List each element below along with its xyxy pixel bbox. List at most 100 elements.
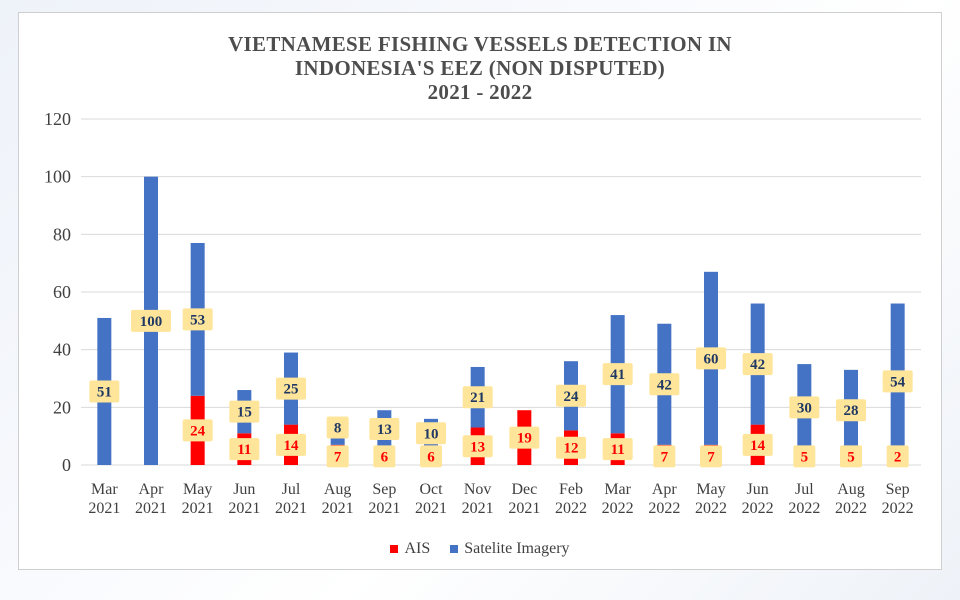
data-label-ais-bg xyxy=(229,438,260,461)
data-label-ais: 6 xyxy=(381,449,389,465)
x-tick-label-year: 2022 xyxy=(602,500,634,517)
chart-title-line-3: 2021 - 2022 xyxy=(427,80,533,104)
data-label-ais: 5 xyxy=(801,449,809,465)
data-label-satellite-bg xyxy=(836,399,866,422)
y-tick-label: 120 xyxy=(44,109,71,129)
data-label-ais-bg xyxy=(182,419,213,442)
x-tick-label-year: 2021 xyxy=(415,500,447,517)
x-tick-label-month: Sep xyxy=(886,481,910,498)
data-label-ais: 7 xyxy=(334,449,342,465)
y-tick-label: 20 xyxy=(53,397,71,417)
data-label-satellite: 30 xyxy=(797,400,812,416)
x-tick-label-month: Mar xyxy=(604,481,631,498)
data-label-satellite: 100 xyxy=(140,314,163,330)
x-tick-label-month: Sep xyxy=(372,481,396,498)
y-tick-label: 80 xyxy=(53,224,71,244)
data-label-satellite: 51 xyxy=(97,384,112,400)
data-label-satellite: 53 xyxy=(190,312,205,328)
data-label-satellite-bg xyxy=(369,417,400,440)
data-label-ais-bg xyxy=(602,438,633,461)
data-label-satellite: 60 xyxy=(704,351,719,367)
data-label-satellite: 28 xyxy=(844,403,859,419)
data-label-satellite-bg xyxy=(882,370,913,393)
chart-legend: AIS Satelite Imagery xyxy=(19,540,941,558)
data-label-ais-bg xyxy=(373,445,396,468)
legend-label-ais: AIS xyxy=(404,540,431,557)
data-label-ais-bg xyxy=(653,445,676,468)
data-label-ais-bg xyxy=(276,433,306,456)
data-label-satellite-bg xyxy=(416,422,446,445)
x-tick-label-year: 2022 xyxy=(555,500,587,517)
data-label-ais-bg xyxy=(793,445,816,468)
data-label-ais: 7 xyxy=(661,449,669,465)
x-tick-label-year: 2021 xyxy=(368,500,400,517)
data-label-satellite: 54 xyxy=(890,374,906,390)
data-label-ais-bg xyxy=(326,445,349,468)
data-label-satellite-bg xyxy=(742,353,773,376)
x-tick-label-year: 2022 xyxy=(648,500,680,517)
data-label-satellite-bg xyxy=(131,309,171,332)
legend-item-ais: AIS xyxy=(390,540,430,558)
x-tick-label-month: Dec xyxy=(511,481,537,498)
chart-frame: VIETNAMESE FISHING VESSELS DETECTION IN … xyxy=(18,12,942,570)
x-tick-label-month: Jul xyxy=(795,481,814,498)
x-tick-label-year: 2022 xyxy=(835,500,867,517)
data-label-ais-bg xyxy=(742,433,773,456)
data-label-ais: 11 xyxy=(237,442,251,458)
data-label-ais: 19 xyxy=(517,431,532,447)
data-label-ais: 13 xyxy=(470,439,485,455)
chart-title-line-2: INDONESIA'S EEZ (NON DISPUTED) xyxy=(294,56,666,80)
data-label-satellite: 13 xyxy=(377,422,392,438)
data-label-satellite-bg xyxy=(182,308,213,331)
x-tick-label-year: 2021 xyxy=(275,500,307,517)
data-label-satellite-bg xyxy=(649,373,680,396)
data-label-ais: 6 xyxy=(427,449,435,465)
x-tick-label-year: 2021 xyxy=(135,500,167,517)
data-label-ais: 14 xyxy=(750,438,766,454)
y-tick-label: 0 xyxy=(62,455,71,475)
x-tick-label-year: 2021 xyxy=(462,500,494,517)
chart-plot: 0204060801001205110024531115142578613610… xyxy=(44,109,921,517)
x-tick-label-year: 2021 xyxy=(508,500,540,517)
data-label-ais: 7 xyxy=(707,449,715,465)
x-tick-label-month: Apr xyxy=(139,481,165,498)
legend-swatch-ais xyxy=(390,545,399,553)
data-label-ais: 2 xyxy=(894,449,902,465)
x-tick-label-month: Mar xyxy=(91,481,118,498)
data-label-satellite: 41 xyxy=(610,367,625,383)
data-label-satellite: 10 xyxy=(424,426,439,442)
data-label-satellite-bg xyxy=(696,347,726,370)
x-tick-label-month: Nov xyxy=(464,481,492,498)
data-label-ais-bg xyxy=(462,435,493,458)
data-label-ais-bg xyxy=(509,426,540,449)
data-label-satellite-bg xyxy=(462,386,493,409)
x-tick-label-month: May xyxy=(696,481,725,498)
x-tick-label-month: Oct xyxy=(419,481,443,498)
data-label-satellite: 42 xyxy=(750,357,765,373)
data-label-ais: 5 xyxy=(847,449,855,465)
x-tick-label-year: 2022 xyxy=(742,500,774,517)
legend-label-satellite: Satelite Imagery xyxy=(464,540,570,557)
x-tick-label-month: Jul xyxy=(282,481,301,498)
data-label-satellite: 8 xyxy=(334,421,342,437)
data-label-ais-bg xyxy=(886,445,909,468)
data-label-ais-bg xyxy=(556,436,586,459)
x-tick-label-year: 2022 xyxy=(788,500,820,517)
x-tick-label-month: Aug xyxy=(324,481,352,498)
data-label-ais: 14 xyxy=(284,438,300,454)
x-tick-label-year: 2021 xyxy=(182,500,214,517)
data-label-satellite-bg xyxy=(556,384,586,407)
data-label-satellite: 42 xyxy=(657,377,672,393)
x-tick-label-year: 2021 xyxy=(322,500,354,517)
x-tick-label-month: Feb xyxy=(559,481,583,498)
x-tick-label-year: 2022 xyxy=(695,500,727,517)
x-tick-label-month: Aug xyxy=(837,481,865,498)
x-tick-label-year: 2021 xyxy=(88,500,120,517)
data-label-satellite: 21 xyxy=(470,390,485,406)
legend-item-satellite: Satelite Imagery xyxy=(450,540,570,558)
y-tick-label: 40 xyxy=(53,340,71,360)
data-label-satellite: 25 xyxy=(284,382,299,398)
data-label-ais-bg xyxy=(700,445,722,468)
y-tick-label: 60 xyxy=(53,282,71,302)
data-label-satellite: 15 xyxy=(237,405,252,421)
